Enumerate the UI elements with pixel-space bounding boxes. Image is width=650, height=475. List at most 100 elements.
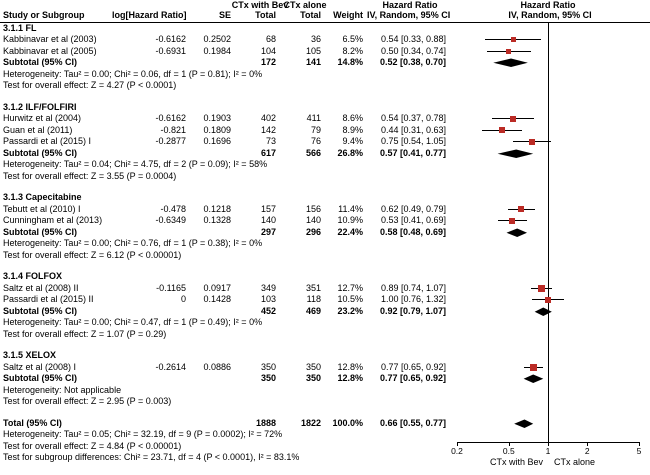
- x-axis-tick: [639, 442, 640, 446]
- log-hr-cell: -0.478: [160, 203, 186, 214]
- study-row: Kabbinavar et al (2005) -0.6931 0.1984 104 1…: [0, 46, 650, 58]
- study-name-cell: Hurwitz et al (2004): [3, 113, 82, 123]
- bev-total-cell: 297: [260, 226, 276, 237]
- weight-cell: 10.9%: [337, 215, 363, 225]
- log-hr-cell: -0.2614: [155, 361, 186, 372]
- ci-text-cell: 0.89 [0.74, 1.07]: [380, 282, 446, 293]
- header-column-row: Study or Subgroup log[Hazard Ratio] SE T…: [0, 10, 650, 22]
- section-label: 3.1.5 XELOX: [3, 350, 57, 360]
- se-cell: 0.1809: [203, 124, 231, 135]
- se-cell: 0.1696: [203, 136, 231, 146]
- ci-text-cell: 0.58 [0.48, 0.69]: [379, 226, 446, 237]
- ci-plot-cell: [450, 136, 650, 148]
- bev-total-cell: 452: [260, 305, 276, 316]
- ci-text-cell: 0.54 [0.37, 0.78]: [380, 113, 446, 123]
- weight-cell: 8.6%: [342, 113, 363, 123]
- weight-cell: 10.5%: [337, 294, 363, 304]
- se-cell: 0.1328: [203, 215, 231, 225]
- study-name-cell: Tebutt et al (2010) I: [3, 203, 81, 214]
- se-cell: 0.1984: [203, 45, 231, 56]
- pooled-diamond: [523, 374, 544, 383]
- section-label: 3.1.2 ILF/FOLFIRI: [3, 101, 77, 112]
- log-hr-cell: -0.821: [160, 124, 186, 135]
- x-axis-tick-label: 0.2: [451, 446, 463, 456]
- footnote: Heterogeneity: Tau² = 0.00; Chi² = 0.76,…: [3, 238, 263, 248]
- subtotal-row: Subtotal (95% CI) 350 350 12.8% 0.77 [0.65, …: [0, 373, 650, 385]
- effect-size-marker: [510, 37, 516, 43]
- x-axis-tick: [548, 442, 549, 446]
- diamond-plot-cell: [450, 418, 650, 430]
- weight-cell: 11.4%: [338, 203, 363, 214]
- alone-total-cell: 350: [305, 361, 321, 372]
- study-name-cell: Subtotal (95% CI): [3, 373, 78, 383]
- x-axis-tick-label: 5: [636, 446, 642, 456]
- col-header-se: SE: [218, 10, 231, 20]
- effect-size-marker: [510, 115, 517, 122]
- se-cell: [190, 373, 235, 385]
- section-spacer: [0, 408, 650, 418]
- no-effect-line: [548, 23, 549, 442]
- subtotal-row: Subtotal (95% CI) 617 566 26.8% 0.57 [0.41, …: [0, 148, 650, 160]
- section-label-row: 3.1.3 Capecitabine: [0, 192, 650, 204]
- section-label: 3.1.3 Capecitabine: [3, 192, 82, 202]
- alone-total-cell: 411: [306, 113, 321, 123]
- footnote: Test for overall effect: Z = 3.55 (P = 0…: [3, 170, 177, 181]
- alone-total-cell: 141: [305, 57, 321, 67]
- subtotal-row: Subtotal (95% CI) 172 141 14.8% 0.52 [0.38, …: [0, 57, 650, 69]
- weight-cell: 9.4%: [342, 136, 363, 146]
- col-header-bev-total: Total: [255, 10, 276, 20]
- footnote: Heterogeneity: Tau² = 0.05; Chi² = 32.19…: [3, 429, 283, 439]
- bev-total-cell: 103: [260, 294, 276, 304]
- ci-text-cell: 0.62 [0.49, 0.79]: [380, 203, 446, 214]
- section-label-row: 3.1.1 FL: [0, 23, 650, 35]
- x-axis-tick-label: 2: [584, 446, 590, 456]
- ci-text-cell: 0.92 [0.79, 1.07]: [379, 305, 446, 316]
- alone-total-cell: 36: [310, 34, 321, 44]
- weight-cell: 26.8%: [337, 147, 363, 158]
- ci-plot-cell: [450, 34, 650, 46]
- col-header-ctx-with-bev: CTx with Bev: [231, 0, 289, 10]
- log-hr-cell: [112, 148, 190, 160]
- study-row: Cunningham et al (2013) -0.6349 0.1328 140 1…: [0, 215, 650, 227]
- bev-total-cell: 68: [265, 34, 276, 44]
- section-spacer: [0, 261, 650, 271]
- log-hr-cell: -0.1165: [156, 282, 186, 293]
- footnote: Test for overall effect: Z = 6.12 (P < 0…: [3, 249, 182, 260]
- table-header: CTx with Bev CTx alone Hazard Ratio Haza…: [0, 0, 650, 23]
- x-axis-tick-label: 1: [545, 446, 551, 456]
- log-hr-cell: [112, 418, 190, 430]
- se-cell: [190, 306, 235, 318]
- total-row: Total (95% CI) 1888 1822 100.0% 0.66 [0.55, …: [0, 418, 650, 430]
- pooled-diamond: [497, 149, 534, 158]
- weight-cell: 8.2%: [342, 45, 363, 56]
- pooled-diamond: [493, 58, 528, 67]
- log-hr-cell: [112, 306, 190, 318]
- footnote: Test for overall effect: Z = 4.84 (P < 0…: [3, 440, 182, 451]
- ci-plot-cell: [450, 362, 650, 374]
- bev-total-cell: 140: [260, 215, 276, 225]
- pooled-diamond: [534, 307, 552, 316]
- study-row: Saltz et al (2008) I -0.2614 0.0886 350 350 1…: [0, 362, 650, 374]
- log-hr-cell: [112, 227, 190, 239]
- diamond-plot-cell: [450, 57, 650, 69]
- ci-plot-cell: [450, 113, 650, 125]
- se-cell: 0.1218: [203, 203, 231, 214]
- footnote: Test for overall effect: Z = 4.27 (P < 0…: [3, 80, 177, 90]
- log-hr-cell: -0.6349: [155, 215, 186, 225]
- alone-total-cell: 156: [305, 203, 321, 214]
- diamond-plot-cell: [450, 306, 650, 318]
- diamond-plot-cell: [450, 227, 650, 239]
- weight-cell: 14.8%: [337, 57, 363, 67]
- plot-header-hazard-ratio: Hazard Ratio: [520, 0, 576, 10]
- se-cell: [190, 148, 235, 160]
- ci-text-cell: 0.75 [0.54, 1.05]: [380, 136, 446, 146]
- log-hr-cell: -0.2877: [155, 136, 186, 146]
- study-row: Passardi et al (2015) I -0.2877 0.1696 73 76…: [0, 136, 650, 148]
- ci-text-cell: 1.00 [0.76, 1.32]: [380, 294, 446, 304]
- col-header-weight: Weight: [333, 10, 363, 20]
- bev-total-cell: 157: [260, 203, 276, 214]
- alone-total-cell: 76: [310, 136, 321, 146]
- study-row: Kabbinavar et al (2003) -0.6162 0.2502 68 36…: [0, 34, 650, 46]
- ci-text-cell: 0.44 [0.31, 0.63]: [380, 124, 446, 135]
- footnote: Test for overall effect: Z = 2.95 (P = 0…: [3, 396, 172, 406]
